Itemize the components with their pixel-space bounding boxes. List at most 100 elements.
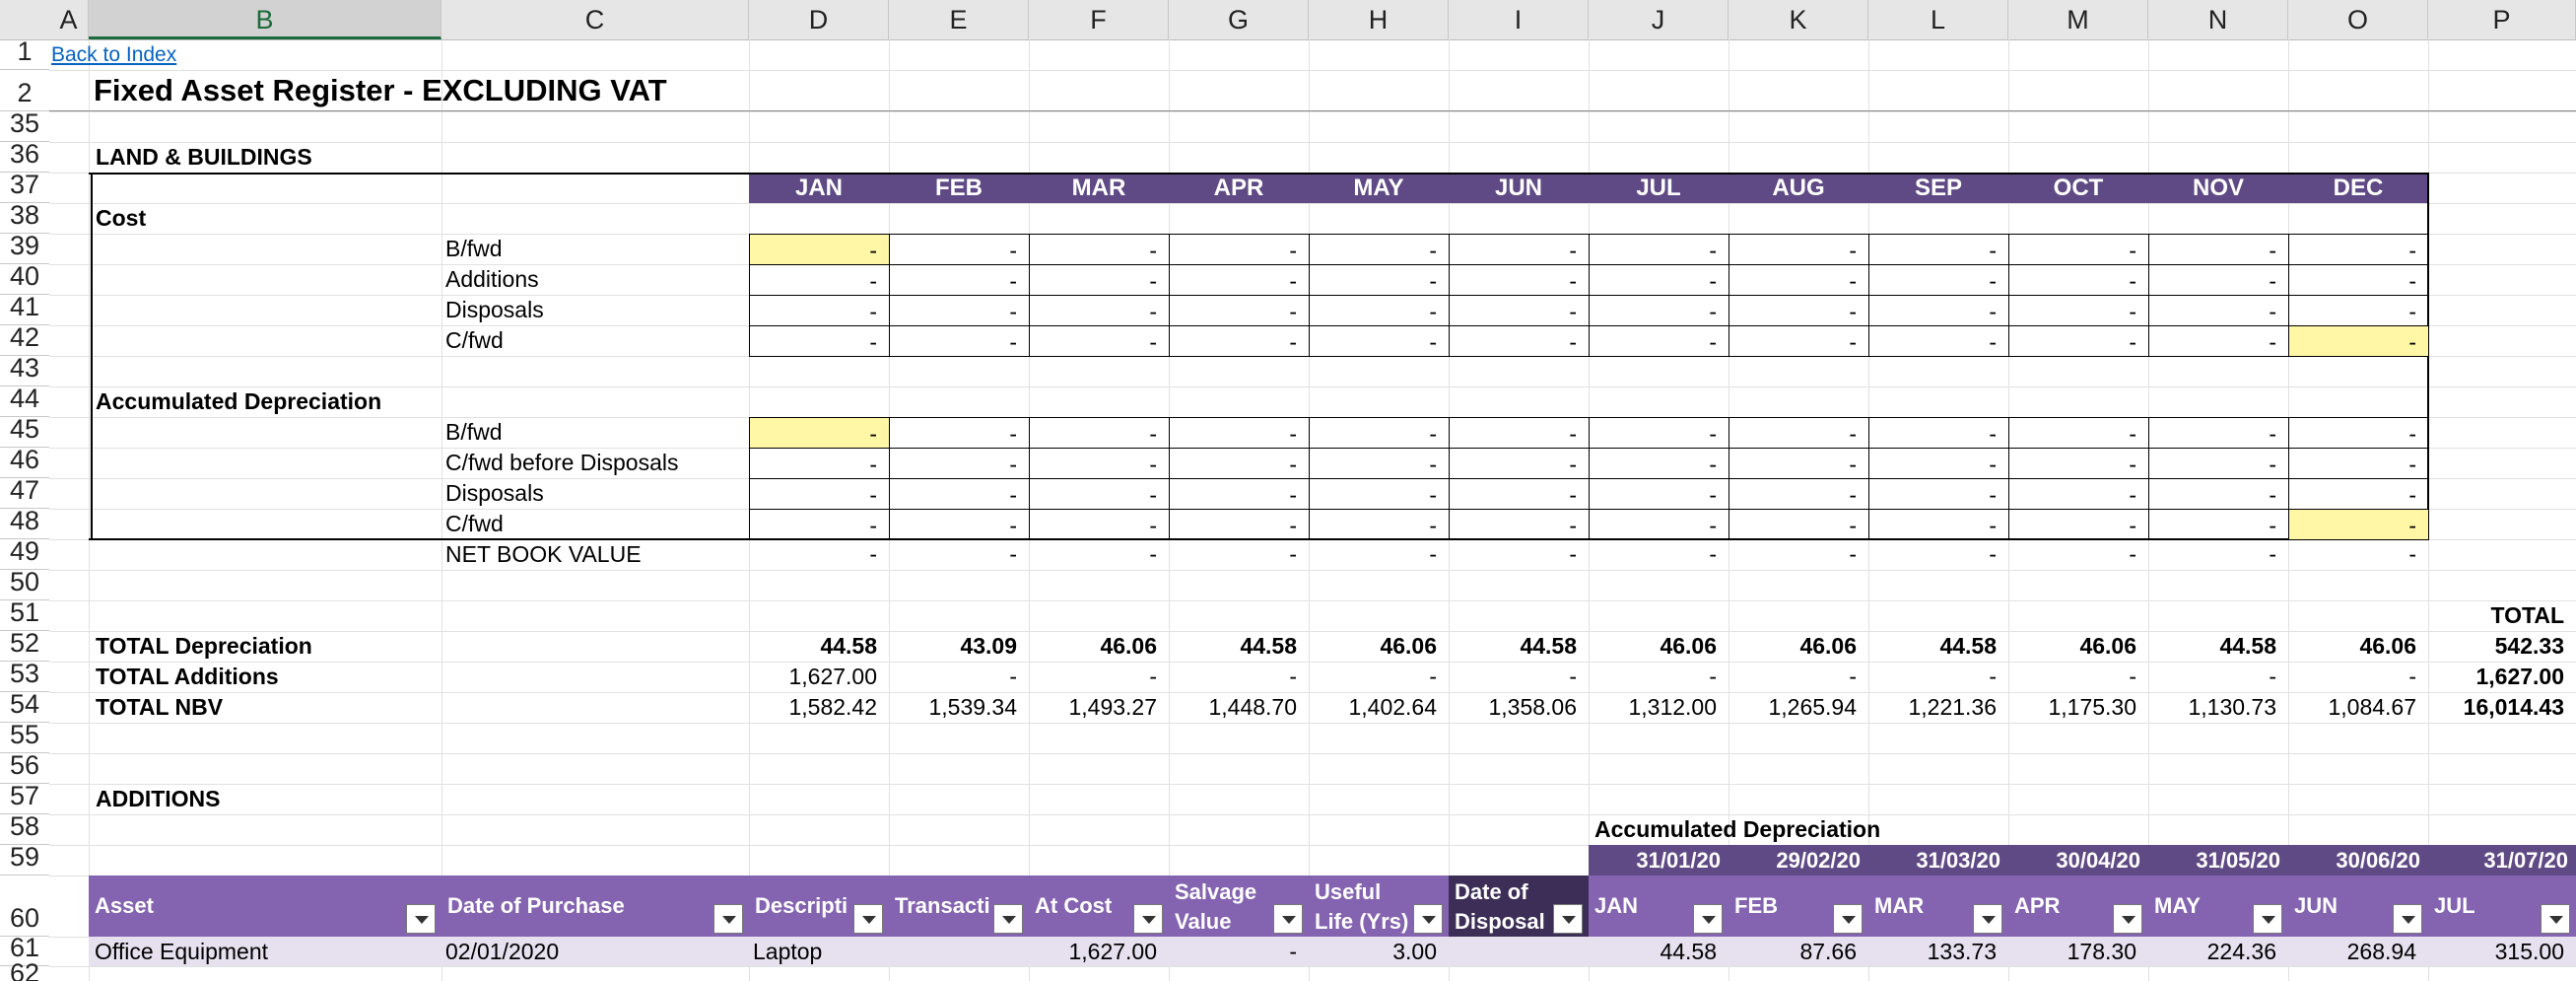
cost-value-cell[interactable]: - xyxy=(1309,295,1450,326)
asset-name-cell[interactable]: Office Equipment xyxy=(95,939,269,964)
total-depreciation-value[interactable]: 44.58 xyxy=(1520,633,1577,659)
depreciation-value-cell[interactable]: - xyxy=(1309,478,1450,510)
total-depreciation-value[interactable]: 46.06 xyxy=(1100,633,1157,659)
cost-value-cell[interactable]: - xyxy=(889,234,1030,265)
cost-value-cell[interactable]: - xyxy=(749,295,890,326)
total-additions-value[interactable]: 1,627.00 xyxy=(788,664,877,689)
purchase-date-cell[interactable]: 02/01/2020 xyxy=(445,939,560,964)
cost-value-cell[interactable]: - xyxy=(889,325,1030,357)
total-depreciation-value[interactable]: 46.06 xyxy=(1660,633,1717,659)
cost-cell[interactable]: 1,627.00 xyxy=(1068,939,1157,964)
total-nbv-value[interactable]: 1,493.27 xyxy=(1068,694,1157,720)
column-header-d[interactable]: D xyxy=(749,0,889,39)
cost-value-cell[interactable]: - xyxy=(1589,264,1729,296)
salvage-cell[interactable]: - xyxy=(1289,939,1297,964)
monthly-depreciation-cell[interactable]: 87.66 xyxy=(1799,939,1857,964)
cost-value-cell[interactable]: - xyxy=(2008,295,2149,326)
nbv-value-cell[interactable]: - xyxy=(1569,541,1577,567)
nbv-value-cell[interactable]: - xyxy=(1849,541,1857,567)
row-header-57[interactable]: 57 xyxy=(0,781,49,814)
row-header-58[interactable]: 58 xyxy=(0,811,49,845)
filter-dropdown-button[interactable] xyxy=(2253,904,2282,934)
column-header-a[interactable]: A xyxy=(49,0,89,39)
row-header-55[interactable]: 55 xyxy=(0,720,49,753)
description-cell[interactable]: Laptop xyxy=(753,939,823,964)
column-header-i[interactable]: I xyxy=(1449,0,1589,39)
monthly-depreciation-cell[interactable]: 268.94 xyxy=(2346,939,2416,964)
total-additions-value[interactable]: - xyxy=(1429,664,1437,689)
nbv-value-cell[interactable]: - xyxy=(2408,541,2416,567)
sort-filter-button[interactable] xyxy=(713,904,743,934)
depreciation-value-cell[interactable]: - xyxy=(2008,478,2149,510)
filter-dropdown-button[interactable] xyxy=(406,904,436,934)
nbv-value-cell[interactable]: - xyxy=(1009,541,1017,567)
column-header-n[interactable]: N xyxy=(2148,0,2288,39)
depreciation-value-cell[interactable]: - xyxy=(1169,417,1310,449)
cost-value-cell[interactable]: - xyxy=(1729,264,1869,296)
total-additions-value[interactable]: - xyxy=(2269,664,2276,689)
depreciation-value-cell[interactable]: - xyxy=(2288,417,2429,449)
total-nbv-value[interactable]: 1,221.36 xyxy=(1908,694,1997,720)
nbv-value-cell[interactable]: - xyxy=(2269,541,2276,567)
filter-dropdown-button[interactable] xyxy=(2393,904,2422,934)
cost-value-cell[interactable]: - xyxy=(2008,264,2149,296)
total-nbv-value[interactable]: 1,312.00 xyxy=(1628,694,1717,720)
depreciation-value-cell[interactable]: - xyxy=(1449,478,1590,510)
depreciation-value-cell[interactable]: - xyxy=(1729,509,1869,540)
filter-dropdown-button[interactable] xyxy=(1273,904,1303,934)
row-header-51[interactable]: 51 xyxy=(0,597,49,631)
column-header-m[interactable]: M xyxy=(2008,0,2148,39)
row-header-48[interactable]: 48 xyxy=(0,506,49,539)
total-depreciation-value[interactable]: 44.58 xyxy=(820,633,877,659)
nbv-value-cell[interactable]: - xyxy=(2129,541,2136,567)
row-header-38[interactable]: 38 xyxy=(0,200,49,234)
total-additions-value[interactable]: - xyxy=(1009,664,1017,689)
depreciation-value-cell[interactable]: - xyxy=(2148,478,2289,510)
depreciation-value-cell[interactable]: - xyxy=(749,478,890,510)
cost-value-cell[interactable]: - xyxy=(1449,234,1590,265)
row-header-59[interactable]: 59 xyxy=(0,842,49,876)
depreciation-value-cell[interactable]: - xyxy=(889,448,1030,479)
depreciation-value-cell[interactable]: - xyxy=(889,509,1030,540)
total-nbv-value[interactable]: 1,130.73 xyxy=(2188,694,2276,720)
depreciation-value-cell[interactable]: - xyxy=(2148,417,2289,449)
total-additions-value[interactable]: - xyxy=(1989,664,1997,689)
depreciation-value-cell[interactable]: - xyxy=(1729,448,1869,479)
cost-value-cell[interactable]: - xyxy=(2148,234,2289,265)
depreciation-value-cell[interactable]: - xyxy=(1029,448,1170,479)
cost-value-cell[interactable]: - xyxy=(1169,295,1310,326)
row-header-42[interactable]: 42 xyxy=(0,322,49,356)
cost-value-cell[interactable]: - xyxy=(2288,264,2429,296)
depreciation-value-cell[interactable]: - xyxy=(1589,509,1729,540)
total-nbv-sum[interactable]: 16,014.43 xyxy=(2463,694,2564,720)
column-header-o[interactable]: O xyxy=(2288,0,2428,39)
row-header-44[interactable]: 44 xyxy=(0,384,49,417)
total-depreciation-value[interactable]: 46.06 xyxy=(1799,633,1857,659)
depreciation-value-cell[interactable]: - xyxy=(2148,448,2289,479)
depreciation-value-cell[interactable]: - xyxy=(2288,478,2429,510)
cost-value-cell[interactable]: - xyxy=(749,325,890,357)
total-additions-value[interactable]: - xyxy=(1149,664,1157,689)
depreciation-value-cell[interactable]: - xyxy=(2008,509,2149,540)
row-header-36[interactable]: 36 xyxy=(0,139,49,173)
nbv-value-cell[interactable]: - xyxy=(1989,541,1997,567)
total-depreciation-value[interactable]: 44.58 xyxy=(1240,633,1297,659)
row-header-35[interactable]: 35 xyxy=(0,108,49,142)
column-header-j[interactable]: J xyxy=(1589,0,1729,39)
row-header-56[interactable]: 56 xyxy=(0,750,49,784)
depreciation-value-cell[interactable]: - xyxy=(1449,509,1590,540)
depreciation-value-cell[interactable]: - xyxy=(1169,509,1310,540)
cost-value-cell[interactable]: - xyxy=(1449,325,1590,357)
cost-value-cell[interactable]: - xyxy=(1729,234,1869,265)
row-header-47[interactable]: 47 xyxy=(0,475,49,509)
row-header-37[interactable]: 37 xyxy=(0,170,49,203)
column-header-h[interactable]: H xyxy=(1309,0,1449,39)
depreciation-value-cell[interactable]: - xyxy=(1589,448,1729,479)
depreciation-value-cell[interactable]: - xyxy=(2288,509,2429,540)
depreciation-value-cell[interactable]: - xyxy=(2148,509,2289,540)
row-header-52[interactable]: 52 xyxy=(0,628,49,662)
cost-value-cell[interactable]: - xyxy=(889,264,1030,296)
back-to-index-link[interactable]: Back to Index xyxy=(51,43,177,66)
row-header-53[interactable]: 53 xyxy=(0,659,49,692)
cost-value-cell[interactable]: - xyxy=(1029,264,1170,296)
